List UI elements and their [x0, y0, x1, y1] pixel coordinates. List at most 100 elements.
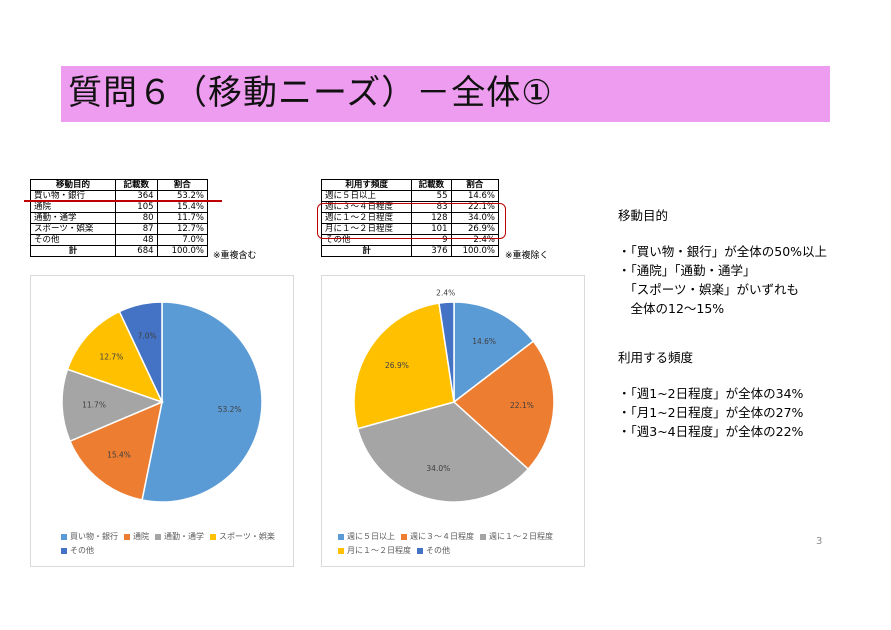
table-cell: 7.0%	[156, 234, 209, 246]
legend-swatch	[338, 547, 344, 554]
pie-data-label: 53.2%	[218, 405, 242, 414]
title-band	[61, 66, 830, 122]
frequency-chart: 14.6% 22.1% 34.0% 26.9% 2.4% 週に５日以上 週に３～４日程度週…	[321, 275, 585, 567]
table-cell: 計	[30, 245, 116, 257]
frequency-legend: 週に５日以上 週に３～４日程度 週に１～２日程度月に１～２日程度 その他	[338, 530, 582, 558]
legend-swatch	[155, 533, 161, 540]
pie-data-label: 14.6%	[472, 337, 496, 346]
table-cell: 87	[114, 223, 158, 235]
table-row: 週に５日以上 55 14.6%	[320, 190, 499, 202]
pie-data-label: 12.7%	[100, 353, 124, 362]
purpose-chart: 53.2% 15.4% 11.7% 12.7% 7.0% 買い物・銀行 通院 通勤・通学 スポ…	[30, 275, 294, 567]
table-cell: 684	[114, 245, 158, 257]
table-cell: 376	[411, 245, 452, 257]
legend-item: 月に１～２日程度	[338, 544, 411, 558]
table-row: 買い物・銀行 364 53.2%	[30, 190, 209, 202]
table-cell: 計	[320, 245, 413, 257]
legend-label: その他	[426, 546, 450, 555]
legend-swatch	[210, 533, 216, 540]
table-row: スポーツ・娯楽 87 12.7%	[30, 223, 209, 235]
legend-swatch	[61, 533, 67, 540]
table2-note: ※重複除く	[505, 251, 549, 261]
table-cell: 記載数	[411, 179, 452, 191]
legend-label: 通院	[133, 532, 149, 541]
table-row: 週に３～４日程度 83 22.1%	[320, 201, 499, 213]
pie-slice	[452, 340, 555, 471]
legend-label: 買い物・銀行	[70, 532, 118, 541]
side-line-2: ・「通院」「通勤・通学」	[618, 263, 756, 278]
table-cell: 週に５日以上	[320, 190, 413, 202]
table-cell: 48	[114, 234, 158, 246]
table-cell: 15.4%	[156, 201, 209, 213]
table-cell: 80	[114, 212, 158, 224]
table-header-row: 利用す頻度 記載数 割合	[320, 179, 499, 191]
table-header-row: 移動目的 記載数 割合	[30, 179, 209, 191]
pie-data-label: 11.7%	[82, 400, 106, 409]
table-cell: 利用す頻度	[320, 179, 413, 191]
table-cell: 通院	[30, 201, 116, 213]
slide-title: 質問６（移動ニーズ）－全体①	[68, 73, 553, 113]
pie-slice	[356, 401, 530, 503]
side-heading-purpose: 移動目的	[618, 208, 669, 223]
pie-data-label: 22.1%	[510, 401, 534, 410]
pie-data-label: 26.9%	[385, 361, 409, 370]
table1-note: ※重複含む	[213, 251, 257, 261]
table-row: その他 48 7.0%	[30, 234, 209, 246]
table-cell: スポーツ・娯楽	[30, 223, 116, 235]
table-cell: 割合	[450, 179, 499, 191]
side-line-1: ・「買い物・銀行」が全体の50%以上	[618, 244, 828, 259]
frequency-pie: 14.6% 22.1% 34.0% 26.9% 2.4%	[353, 288, 555, 503]
legend-item: 通院	[124, 530, 149, 544]
highlight-underline	[24, 200, 222, 202]
page-number: 3	[816, 536, 823, 547]
purpose-pie: 53.2% 15.4% 11.7% 12.7% 7.0%	[61, 301, 263, 503]
table-cell: 105	[114, 201, 158, 213]
pie-slice	[68, 400, 164, 501]
legend-item: その他	[61, 544, 94, 558]
side-line-6: ・「月1~2日程度」が全体の27%	[618, 405, 804, 420]
legend-item: 週に５日以上	[338, 530, 395, 544]
legend-swatch	[401, 533, 407, 540]
pie-data-label: 2.4%	[436, 288, 455, 297]
legend-item: 週に３～４日程度	[401, 530, 474, 544]
table-cell: 記載数	[114, 179, 158, 191]
pie-slice	[141, 301, 263, 503]
table-cell: 55	[411, 190, 452, 202]
table-row: 通院 105 15.4%	[30, 201, 209, 213]
legend-label: スポーツ・娯楽	[219, 532, 275, 541]
table-cell: 移動目的	[30, 179, 116, 191]
side-heading-frequency: 利用する頻度	[618, 350, 694, 365]
table-cell: 100.0%	[156, 245, 209, 257]
side-line-7: ・「週3~4日程度」が全体の22%	[618, 424, 804, 439]
table-row: 月に１～２日程度 101 26.9%	[320, 223, 499, 235]
legend-swatch	[338, 533, 344, 540]
table-total-row: 計 684 100.0%	[30, 245, 209, 257]
side-line-5: ・「週1~2日程度」が全体の34%	[618, 386, 804, 401]
legend-swatch	[480, 533, 486, 540]
highlight-box	[317, 203, 506, 239]
legend-item: 週に１～２日程度	[480, 530, 553, 544]
purpose-table: 移動目的 記載数 割合 買い物・銀行 364 53.2% 通院 105 15.4% 通勤・通学 80…	[30, 179, 209, 257]
pie-slice	[353, 302, 455, 430]
side-line-3: 「スポーツ・娯楽」がいずれも	[618, 282, 800, 297]
pie-data-label: 15.4%	[107, 451, 131, 460]
table-cell: 11.7%	[156, 212, 209, 224]
pie-slice	[61, 368, 165, 443]
legend-swatch	[61, 547, 67, 554]
table-cell: 100.0%	[450, 245, 499, 257]
frequency-table: 利用す頻度 記載数 割合 週に５日以上 55 14.6% 週に３～４日程度 83 22.1% 週に…	[320, 179, 499, 257]
table-cell: 14.6%	[450, 190, 499, 202]
table-cell: その他	[30, 234, 116, 246]
pie-data-label: 7.0%	[138, 332, 157, 341]
legend-label: その他	[70, 546, 94, 555]
legend-label: 週に５日以上	[347, 532, 395, 541]
legend-label: 週に３～４日程度	[410, 532, 474, 541]
table-cell: 通勤・通学	[30, 212, 116, 224]
purpose-legend: 買い物・銀行 通院 通勤・通学 スポーツ・娯楽その他	[61, 530, 281, 558]
table-row: その他 9 2.4%	[320, 234, 499, 246]
legend-item: その他	[417, 544, 450, 558]
legend-label: 週に１～２日程度	[489, 532, 553, 541]
pie-slice	[66, 310, 164, 404]
legend-swatch	[417, 547, 423, 554]
pie-data-label: 34.0%	[426, 464, 450, 473]
